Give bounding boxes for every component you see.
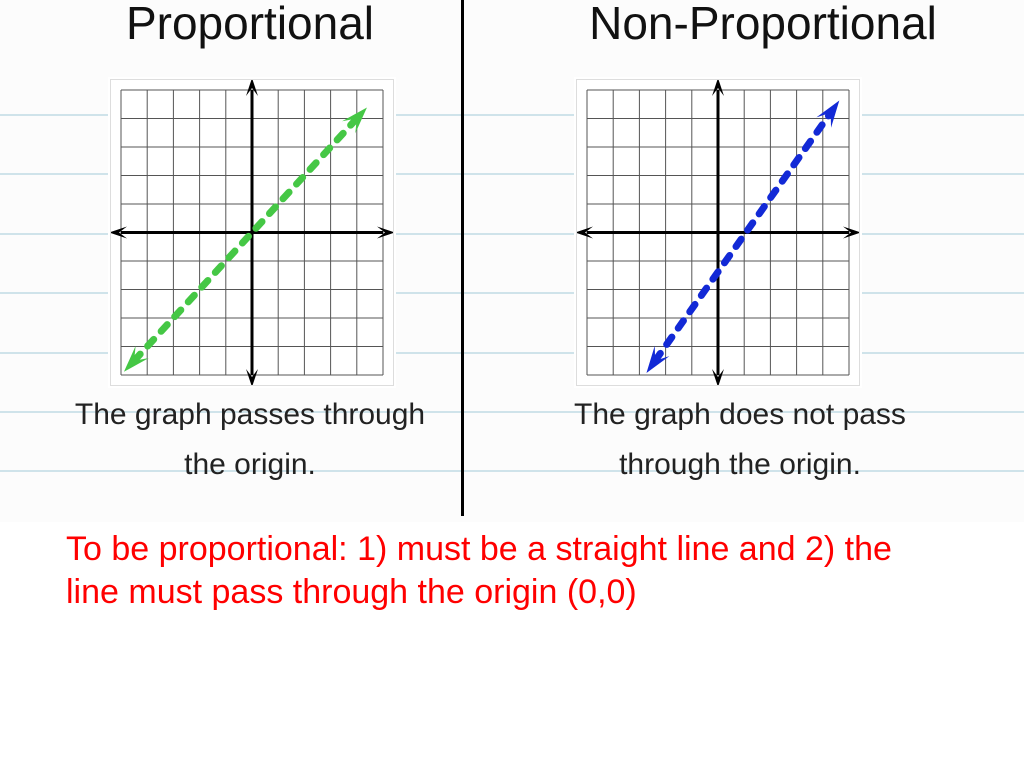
left-title: Proportional	[90, 0, 410, 50]
right-graph	[576, 79, 860, 386]
left-grid-svg	[111, 80, 393, 385]
right-caption-line1: The graph does not pass	[510, 398, 970, 432]
vertical-divider	[461, 0, 464, 516]
proportional-definition-note: To be proportional: 1) must be a straigh…	[66, 528, 936, 613]
right-caption-line2: through the origin.	[510, 448, 970, 482]
diagram-area: Proportional The graph passes through th…	[0, 0, 1024, 522]
left-caption-line2: the origin.	[55, 448, 445, 482]
left-caption-line1: The graph passes through	[55, 398, 445, 432]
left-graph	[110, 79, 394, 386]
right-title: Non-Proportional	[533, 0, 993, 50]
right-grid-svg	[577, 80, 859, 385]
